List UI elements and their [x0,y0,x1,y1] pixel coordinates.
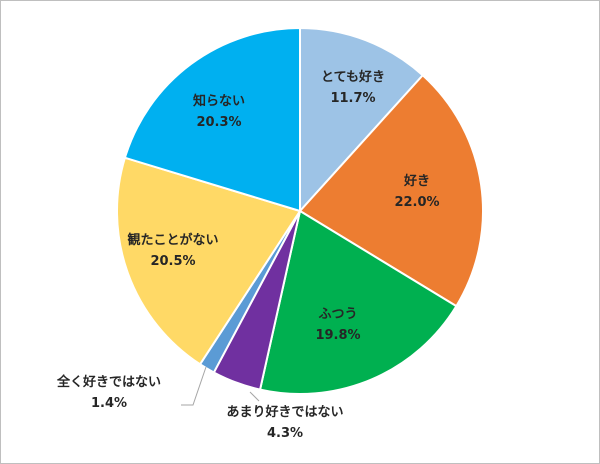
leader-line [181,366,207,406]
slice-value: 22.0% [394,195,439,210]
slice-value: 11.7% [330,91,375,106]
slice-category: 全く好きではない [56,374,161,390]
slice-label: 全く好きではない 1.4% [56,374,161,411]
pie-slice [116,156,301,366]
slice-label: あまり好きではない 4.3% [226,404,343,441]
slice-category: 知らない [193,93,245,109]
pie-slice [299,27,424,212]
slice-label: とても好き 11.7% [321,69,385,106]
leader-line [249,391,260,402]
slice-value: 20.3% [196,115,241,130]
pie-slice [123,27,301,212]
leader-lines [181,366,260,406]
slice-category: ふつう [318,307,357,322]
pie-slices [116,27,484,395]
slice-value: 4.3% [267,426,303,441]
slice-label: 知らない 20.3% [193,93,245,130]
slice-label: ふつう 19.8% [315,307,360,343]
pie-slice [299,74,484,308]
slice-value: 1.4% [91,396,127,411]
slice-category: あまり好きではない [226,404,343,420]
slice-label: 好き 22.0% [394,173,439,210]
pie-slice [259,210,458,395]
slice-value: 20.5% [150,254,195,269]
slice-category: とても好き [321,69,385,85]
slice-value: 19.8% [315,328,360,343]
slice-category: 好き [403,173,430,189]
slice-category: 観たことがない [126,232,218,248]
slice-label: 観たことがない 20.5% [126,232,218,269]
data-labels: とても好き 11.7% 好き 22.0% ふつう 19.8% あまり好きではない 4.3% 全く… [56,69,440,441]
